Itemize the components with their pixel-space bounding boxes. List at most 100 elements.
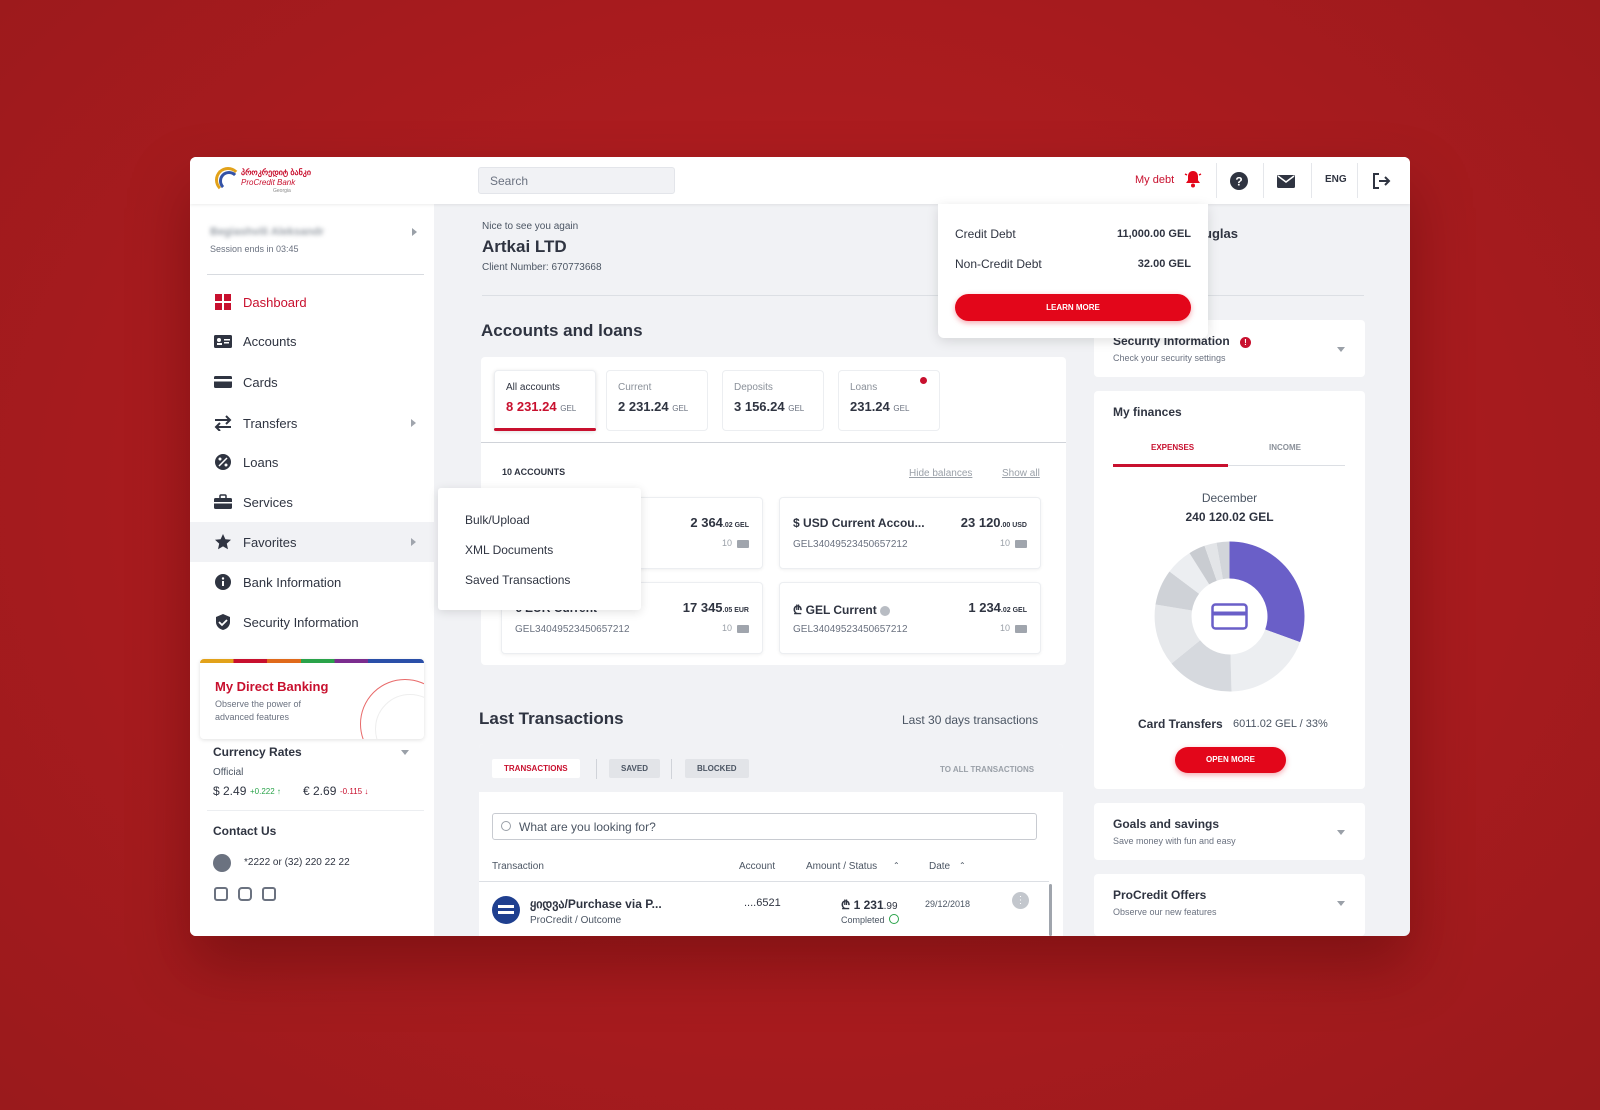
language-selector[interactable]: ENG [1325,174,1347,185]
tab-loans[interactable]: Loans 231.24 GEL [838,370,940,431]
tab-income[interactable]: INCOME [1269,443,1301,452]
scrollbar[interactable] [1049,884,1052,936]
divider [482,295,1054,296]
transaction-amount: ₾ 1 231.99 [841,898,898,912]
divider [207,274,424,275]
divider [479,881,1049,882]
logout-icon[interactable] [1371,171,1391,191]
sidebar-item-dashboard[interactable]: Dashboard [190,282,434,322]
sidebar-item-services[interactable]: Services [190,482,434,522]
tab-saved[interactable]: SAVED [609,759,660,778]
all-transactions-link[interactable]: TO ALL TRANSACTIONS [940,765,1035,774]
app-window: პროკრედიტ ბანკი ProCredit Bank Georgia S… [190,157,1410,936]
open-more-button[interactable]: OPEN MORE [1175,747,1286,773]
donut-segment [1155,571,1200,611]
accounts-icon [214,335,232,348]
sidebar-item-accounts[interactable]: Accounts [190,321,434,361]
help-icon[interactable]: ? [1229,171,1249,191]
menu-item-bulk-upload[interactable]: Bulk/Upload [465,513,530,527]
transactions-title: Last Transactions [479,709,624,728]
color-stripe [200,659,424,663]
sidebar-item-security-information[interactable]: Security Information [190,602,434,642]
tab-all-accounts[interactable]: All accounts 8 231.24 GEL [494,370,596,431]
currency-type: Official [213,767,244,778]
caret-down-icon[interactable] [401,750,409,755]
divider [671,759,672,779]
finance-total: 240 120.02 GEL [1185,510,1274,524]
account-card-count: 10 [999,538,1010,548]
greeting: Nice to see you again [482,221,579,232]
info-icon[interactable] [880,605,891,616]
sort-icon[interactable]: ⌃ [959,861,966,870]
sidebar-item-label: Security Information [243,615,359,630]
contact-phone[interactable]: *2222 or (32) 220 22 22 [244,857,350,868]
transaction-search-input[interactable]: What are you looking for? [492,813,1037,840]
offers-card[interactable]: ProCredit Offers Observe our new feature… [1094,874,1365,936]
finances-title: My finances [1113,405,1182,419]
procredit-logo[interactable]: პროკრედიტ ბანკი ProCredit Bank Georgia [215,165,311,197]
transaction-sub: ProCredit / Outcome [530,915,622,926]
search-input[interactable]: Search [478,167,675,194]
column-header-account[interactable]: Account [739,861,776,872]
transactions-panel: TRANSACTIONS SAVED BLOCKED TO ALL TRANSA… [479,744,1063,936]
credit-debt-value: 11,000.00 GEL [1117,228,1191,240]
card-icon [1015,540,1027,548]
column-header-date[interactable]: Date [929,861,951,872]
tab-deposits[interactable]: Deposits 3 156.24 GEL [722,370,824,431]
client-number: Client Number: 670773668 [482,262,602,273]
security-subtitle: Check your security settings [1113,353,1226,363]
my-direct-banking-card[interactable]: My Direct Banking Observe the power of a… [200,659,424,739]
divider [481,442,1066,443]
mail-icon[interactable] [1276,171,1296,191]
menu-item-xml-documents[interactable]: XML Documents [465,543,554,557]
donut-segment [1154,604,1201,664]
sidebar-item-favorites[interactable]: Favorites [190,522,434,562]
tab-transactions[interactable]: TRANSACTIONS [492,759,580,778]
tab-expenses[interactable]: EXPENSES [1151,443,1195,452]
chevron-right-icon[interactable] [412,228,417,236]
main-content: Nice to see you again Artkai LTD Client … [434,204,1410,936]
accounts-section-title: Accounts and loans [481,321,643,340]
sidebar-item-label: Services [243,495,293,510]
facebook-icon[interactable] [214,887,228,901]
bell-icon[interactable] [1183,169,1203,189]
transaction-date: 29/12/2018 [925,899,971,909]
account-card[interactable]: ₾ GEL Current GEL34049523450657212 1 234… [779,582,1041,654]
menu-item-saved-transactions[interactable]: Saved Transactions [465,573,571,587]
sidebar-item-cards[interactable]: Cards [190,362,434,402]
notification-dot [920,377,927,384]
account-card[interactable]: $ USD Current Accou... GEL34049523450657… [779,497,1041,569]
sidebar-item-transfers[interactable]: Transfers [190,403,434,443]
column-header-amount[interactable]: Amount / Status [806,861,878,872]
sidebar-item-bank-information[interactable]: Bank Information [190,562,434,602]
user-name[interactable]: Begiashvili Aleksandr [210,226,324,238]
dashboard-icon [215,294,231,310]
tab-blocked[interactable]: BLOCKED [685,759,749,778]
promo-title: My Direct Banking [215,679,329,694]
logo-country: Georgia [273,188,291,194]
hide-balances-link[interactable]: Hide balances [909,468,973,479]
transaction-account: ....6521 [744,897,781,909]
sidebar-item-loans[interactable]: Loans [190,442,434,482]
favorites-submenu: Bulk/Upload XML Documents Saved Transact… [438,488,641,610]
session-timer: Session ends in 03:45 [210,244,299,254]
my-debt-link[interactable]: My debt [1135,174,1175,186]
expenses-donut-chart[interactable] [1154,541,1305,692]
caret-down-icon [1337,347,1345,352]
column-header-transaction[interactable]: Transaction [492,861,544,872]
tab-value: 2 231.24 GEL [618,399,689,414]
account-card-count: 10 [999,623,1010,633]
account-amount: 2 364.02 GEL [690,515,749,530]
tab-current[interactable]: Current 2 231.24 GEL [606,370,708,431]
accounts-count: 10 ACCOUNTS [502,467,566,477]
tab-label: All accounts [506,382,560,393]
more-icon[interactable]: ⋮ [1012,892,1029,909]
show-all-link[interactable]: Show all [1002,468,1040,479]
sort-icon[interactable]: ⌃ [893,861,900,870]
goals-title: Goals and savings [1113,817,1220,831]
linkedin-icon[interactable] [262,887,276,901]
donut-segment [1171,640,1232,692]
instagram-icon[interactable] [238,887,252,901]
learn-more-button[interactable]: LEARN MORE [955,294,1191,321]
goals-card[interactable]: Goals and savings Save money with fun an… [1094,803,1365,860]
